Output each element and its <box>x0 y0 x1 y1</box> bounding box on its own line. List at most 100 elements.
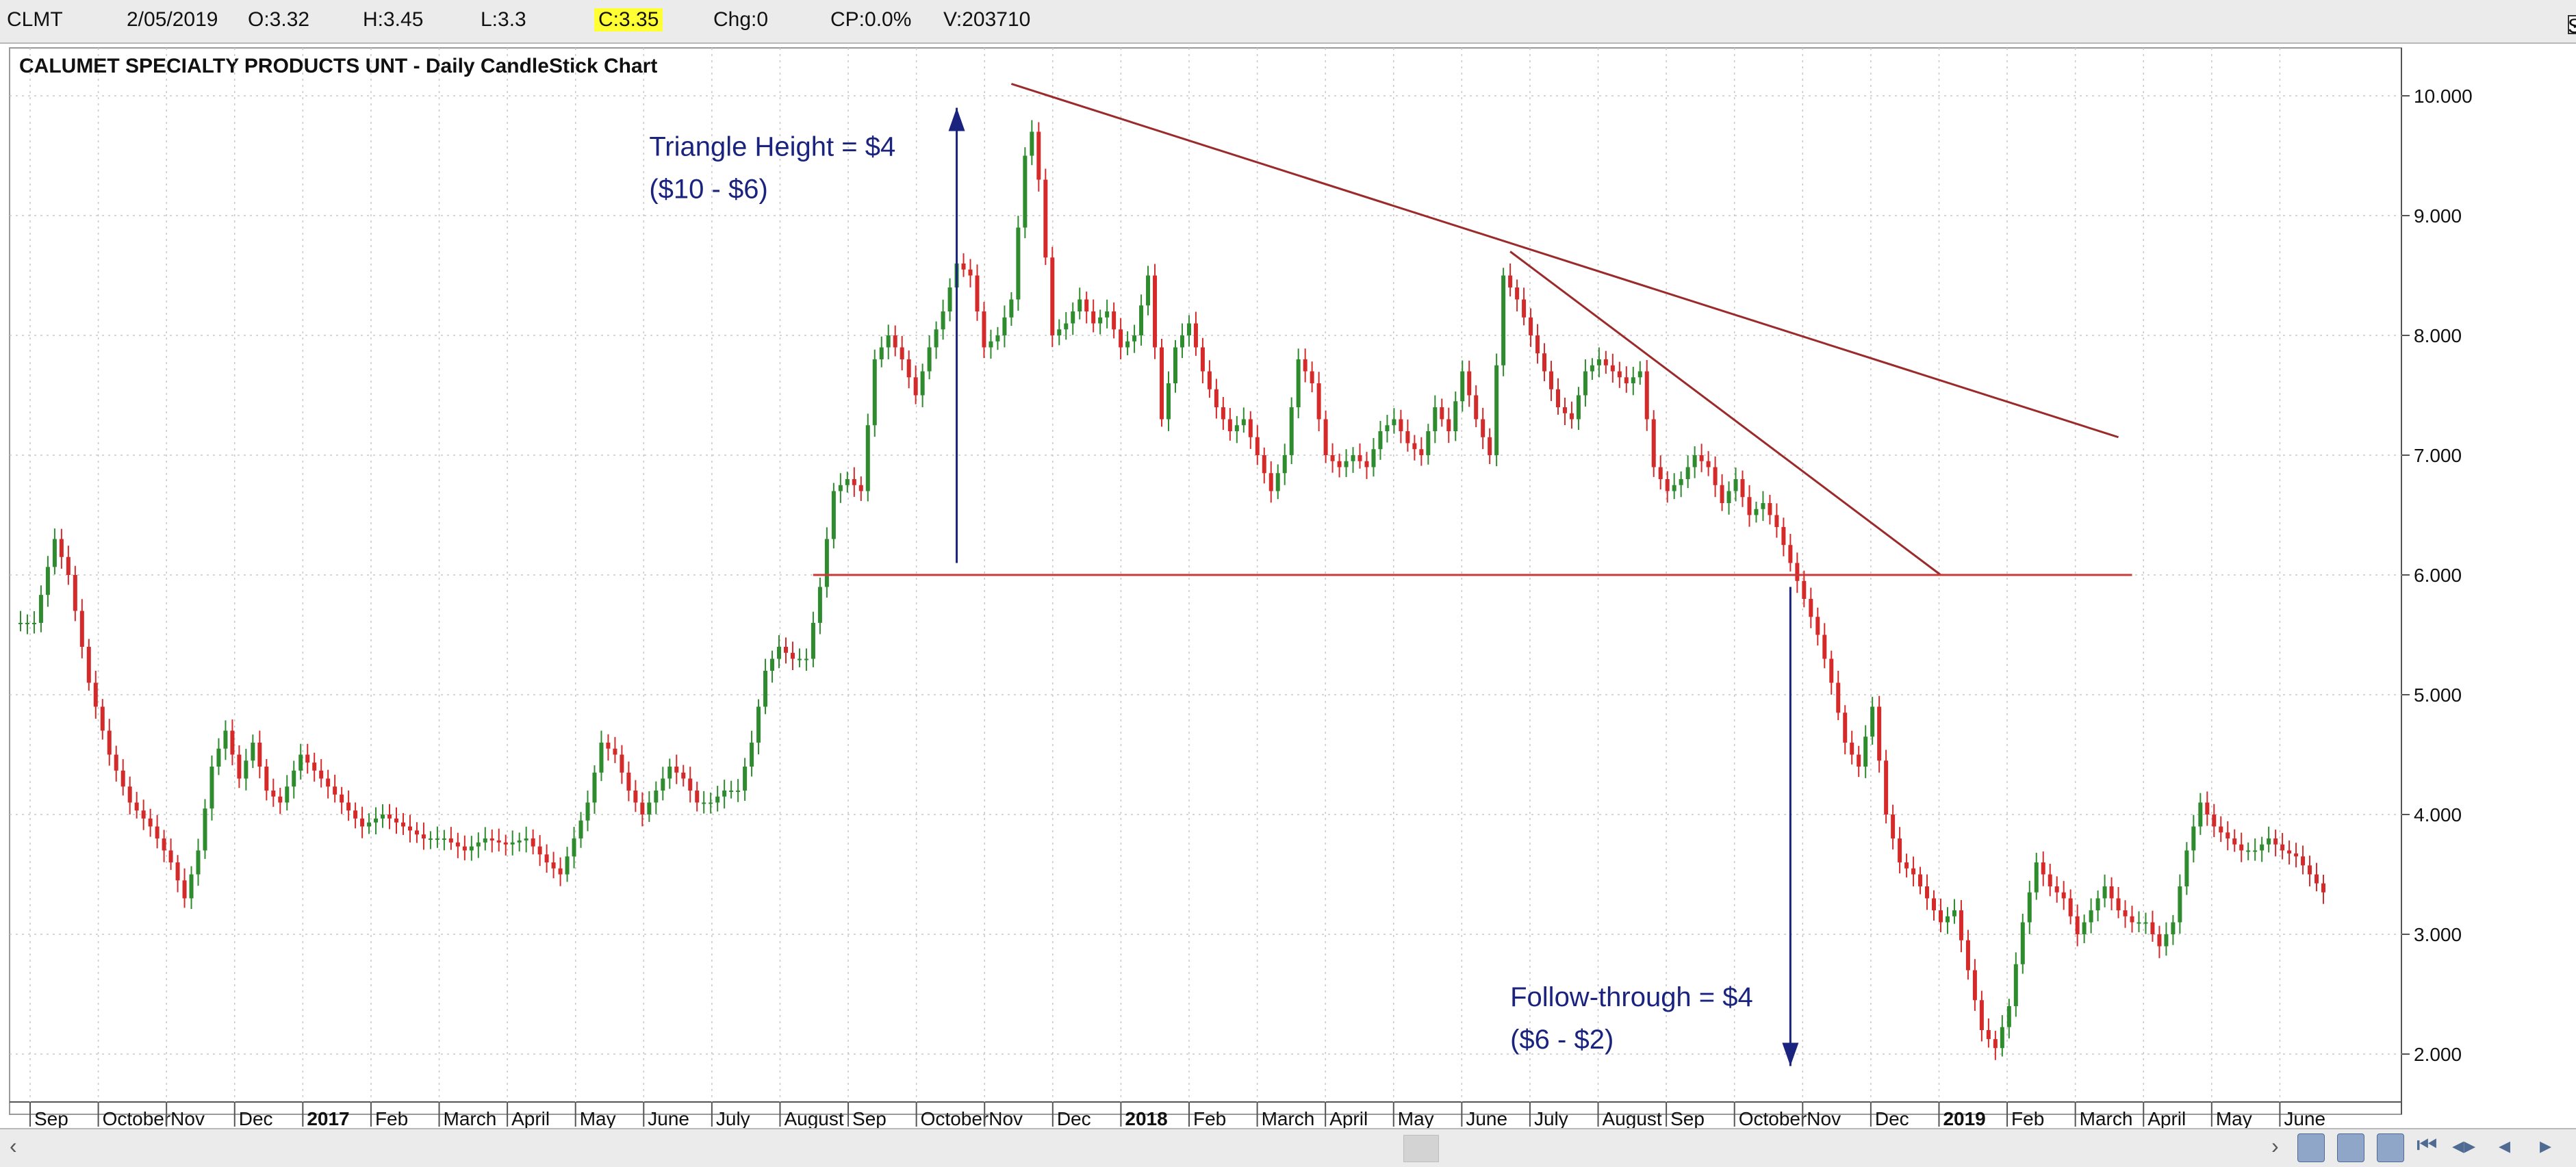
candle-body <box>927 347 932 372</box>
candle-body <box>667 767 672 779</box>
y-tick-label: 8.000 <box>2414 325 2462 346</box>
candle-body <box>1610 365 1615 372</box>
candle-body <box>1071 311 1075 324</box>
candle-body <box>1747 497 1752 515</box>
candle-body <box>647 802 652 815</box>
candle-body <box>1651 419 1656 467</box>
candle-body <box>1050 257 1055 335</box>
candle-body <box>305 754 310 763</box>
candle-body <box>674 767 679 773</box>
candle-body <box>613 748 617 755</box>
plot-frame <box>9 47 2402 1115</box>
candle-body <box>1925 886 1930 899</box>
candle-body <box>763 671 768 707</box>
candle-body <box>1241 419 1246 426</box>
candle-body <box>517 840 522 843</box>
candle-body <box>1371 449 1376 467</box>
first-page-icon[interactable]: ⏮ <box>2416 1132 2438 1158</box>
x-tick-label: May <box>1398 1108 1434 1128</box>
candle-body <box>175 862 180 881</box>
triangle-height-annotation-line: ($10 - $6) <box>649 175 767 205</box>
download-tool-icon[interactable] <box>2377 1133 2404 1162</box>
next-page-icon[interactable]: ▸ <box>2540 1133 2552 1159</box>
x-tick-label: Dec <box>239 1108 273 1128</box>
candle-body <box>462 846 467 851</box>
candle-body <box>1809 599 1813 617</box>
candle-body <box>1399 419 1403 431</box>
follow-through-annotation-line: Follow-through = $4 <box>1510 982 1753 1012</box>
annotations: Triangle Height = $4 ($10 - $6) Follow-th… <box>649 132 1752 1055</box>
candle-body <box>1644 371 1649 420</box>
candle-body <box>394 818 399 823</box>
horizontal-scrollbar[interactable]: ‹ › ⏮ ◂▸ ◂ ▸ <box>0 1128 2576 1167</box>
candle-body <box>2164 934 2169 947</box>
x-tick-label: October <box>103 1108 171 1128</box>
candle-body <box>620 754 624 773</box>
candle-body <box>1064 323 1069 330</box>
zoom-tool-icon[interactable] <box>2297 1133 2325 1162</box>
candle-body <box>448 838 453 843</box>
candle-body <box>476 842 481 847</box>
candle-body <box>1173 347 1177 383</box>
candle-body <box>257 743 262 767</box>
candle-body <box>661 778 665 791</box>
candle-body <box>743 767 748 791</box>
candle-body <box>2143 922 2148 924</box>
candle-body <box>1774 515 1779 527</box>
candle-body <box>374 818 379 823</box>
scroll-left-icon[interactable]: ‹ <box>10 1133 17 1158</box>
expand-icon[interactable]: ◂▸ <box>2452 1133 2476 1159</box>
candle-body <box>230 730 235 755</box>
candle-body <box>1351 455 1355 461</box>
candle-body <box>1494 365 1499 455</box>
chart-title: CALUMET SPECIALTY PRODUCTS UNT - Daily C… <box>19 55 657 77</box>
candle-body <box>1863 736 1868 767</box>
candle-body <box>107 730 112 755</box>
candle-body <box>182 880 187 899</box>
candle-body <box>626 772 631 791</box>
candle-body <box>654 791 659 803</box>
candle-body <box>1091 311 1096 324</box>
candle-body <box>1904 862 1909 869</box>
show-last-checkbox[interactable]: ✓ <box>2568 15 2576 34</box>
open-label: O:3.32 <box>248 8 310 31</box>
candle-body <box>2041 862 2045 875</box>
change-percent-label: CP:0.0% <box>830 8 912 31</box>
x-tick-label: Nov <box>170 1108 205 1128</box>
candle-body <box>1289 407 1294 455</box>
candle-body <box>93 682 98 707</box>
candle-body <box>989 341 993 348</box>
candle-body <box>1911 868 1916 875</box>
candle-body <box>1891 815 1896 838</box>
x-tick-label: July <box>716 1108 750 1128</box>
chart-tool-icon[interactable] <box>2337 1133 2364 1162</box>
candle-body <box>326 778 331 787</box>
low-label: L:3.3 <box>481 8 526 31</box>
candle-body <box>606 743 611 749</box>
candle-body <box>2232 838 2237 845</box>
candle-body <box>1733 479 1738 491</box>
candle-body <box>1214 389 1219 407</box>
candle-body <box>1296 359 1301 407</box>
candle-body <box>1972 970 1977 1001</box>
candle-body <box>2308 865 2312 875</box>
candle-body <box>1268 473 1273 491</box>
candle-body <box>2095 898 2100 910</box>
candle-body <box>2294 853 2299 857</box>
scroll-thumb[interactable] <box>1403 1135 1439 1162</box>
candle-body <box>251 743 255 761</box>
candle-body <box>1965 940 1970 971</box>
prev-page-icon[interactable]: ◂ <box>2499 1133 2511 1159</box>
candle-body <box>838 485 843 491</box>
candle-body <box>469 846 474 851</box>
candle-body <box>906 359 911 378</box>
candle-body <box>790 652 795 659</box>
candle-body <box>1555 389 1560 407</box>
candle-body <box>333 786 337 795</box>
candle-body <box>551 862 556 869</box>
scroll-right-icon[interactable]: › <box>2271 1133 2279 1158</box>
candle-body <box>797 658 802 661</box>
candle-body <box>1699 455 1704 461</box>
candle-body <box>2191 826 2196 851</box>
candle-body <box>1569 413 1574 420</box>
